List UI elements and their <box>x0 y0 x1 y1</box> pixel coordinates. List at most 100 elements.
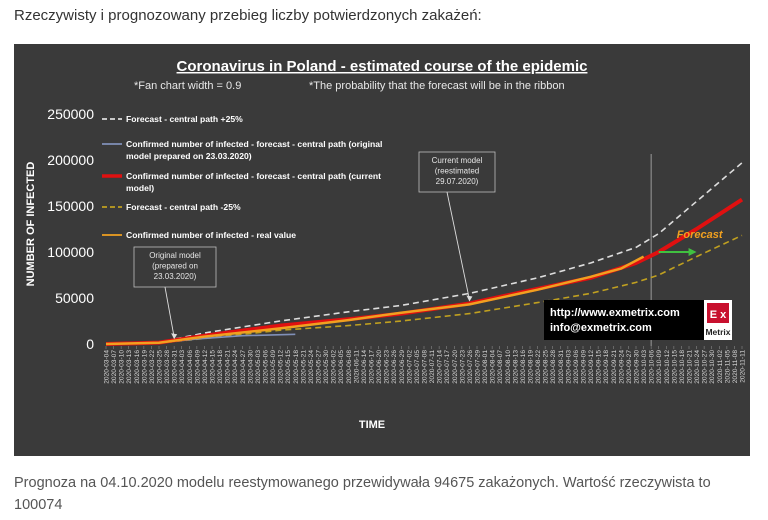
x-tick-label: 2020-03-19 <box>141 350 148 384</box>
x-tick-label: 2020-04-03 <box>179 350 186 384</box>
x-tick-label: 2020-08-28 <box>550 350 557 384</box>
x-tick-label: 2020-06-26 <box>391 350 398 384</box>
x-tick-label: 2020-04-27 <box>240 350 247 384</box>
x-tick-label: 2020-03-13 <box>126 350 133 384</box>
chart-figure: Coronavirus in Poland - estimated course… <box>14 44 750 456</box>
watermark-background <box>544 300 704 340</box>
x-tick-label: 2020-03-22 <box>149 350 156 384</box>
y-tick-label: 250000 <box>47 106 94 122</box>
series-line-4 <box>105 234 743 345</box>
annotation-text: (prepared on <box>152 262 198 271</box>
x-tick-label: 2020-05-09 <box>270 350 277 384</box>
x-tick-label: 2020-07-29 <box>475 350 482 384</box>
y-tick-label: 200000 <box>47 152 94 168</box>
watermark-url: http://www.exmetrix.com <box>550 307 680 319</box>
y-axis-label: NUMBER OF INFECTED <box>25 162 37 287</box>
x-tick-label: 2020-11-08 <box>732 350 739 384</box>
x-tick-label: 2020-04-12 <box>202 350 209 384</box>
chart-subtitle-left: *Fan chart width = 0.9 <box>134 80 241 92</box>
x-tick-label: 2020-06-29 <box>399 350 406 384</box>
y-tick-label: 100000 <box>47 244 94 260</box>
x-tick-label: 2020-05-12 <box>278 350 285 384</box>
x-tick-label: 2020-07-08 <box>422 350 429 384</box>
x-tick-label: 2020-10-18 <box>679 350 686 384</box>
x-tick-label: 2020-10-15 <box>671 350 678 384</box>
x-tick-label: 2020-05-18 <box>293 350 300 384</box>
series-line-5 <box>105 255 645 346</box>
x-tick-label: 2020-06-20 <box>376 350 383 384</box>
annotation-pointer <box>446 191 470 300</box>
x-tick-label: 2020-06-08 <box>346 350 353 384</box>
x-tick-label: 2020-06-23 <box>384 350 391 384</box>
annotation-arrowhead <box>466 295 473 302</box>
x-tick-label: 2020-07-17 <box>444 350 451 384</box>
legend-label-3: model) <box>126 183 154 193</box>
x-tick-label: 2020-06-17 <box>369 350 376 384</box>
x-tick-label: 2020-07-14 <box>437 350 444 384</box>
x-tick-label: 2020-05-06 <box>263 350 270 384</box>
x-tick-label: 2020-09-18 <box>603 350 610 384</box>
x-tick-label: 2020-03-25 <box>157 350 164 384</box>
x-tick-label: 2020-08-13 <box>512 350 519 384</box>
x-tick-label: 2020-05-15 <box>285 350 292 384</box>
annotation-box <box>418 151 496 193</box>
x-tick-label: 2020-09-12 <box>588 350 595 384</box>
x-tick-label: 2020-04-24 <box>232 350 239 384</box>
x-tick-label: 2020-10-03 <box>641 350 648 384</box>
x-tick-label: 2020-03-16 <box>134 350 141 384</box>
x-tick-label: 2020-07-11 <box>429 350 436 384</box>
x-tick-label: 2020-09-21 <box>611 350 618 384</box>
chart-subtitle-right: *The probability that the forecast will … <box>309 80 565 92</box>
annotation-text: (reestimated <box>435 167 479 176</box>
chart-title: Coronavirus in Poland - estimated course… <box>177 58 588 75</box>
chart-svg: Coronavirus in Poland - estimated course… <box>25 58 747 431</box>
x-tick-label: 2020-10-21 <box>687 350 694 384</box>
x-tick-label: 2020-05-03 <box>255 350 262 384</box>
x-tick-label: 2020-09-09 <box>581 350 588 384</box>
exmetrix-logo-mark <box>707 303 729 323</box>
x-tick-label: 2020-11-05 <box>724 350 731 384</box>
x-tick-label: 2020-09-30 <box>634 350 641 384</box>
intro-text: Rzeczywisty i prognozowany przebieg licz… <box>14 7 482 24</box>
footer-text: Prognoza na 04.10.2020 modelu reestymowa… <box>14 475 711 513</box>
x-axis-label: TIME <box>359 419 385 431</box>
x-tick-label: 2020-04-21 <box>225 350 232 384</box>
annotation-text: 29.07.2020) <box>436 177 479 186</box>
x-tick-label: 2020-10-06 <box>649 350 656 384</box>
x-tick-label: 2020-10-12 <box>664 350 671 384</box>
x-tick-label: 2020-10-27 <box>702 350 709 384</box>
legend-label-2: Confirmed number of infected - forecast … <box>126 139 382 149</box>
x-tick-label: 2020-11-11 <box>740 350 747 383</box>
x-tick-label: 2020-07-05 <box>414 350 421 384</box>
x-tick-label: 2020-05-30 <box>323 350 330 384</box>
x-tick-label: 2020-05-24 <box>308 350 315 384</box>
legend-label-3: Confirmed number of infected - forecast … <box>126 171 381 181</box>
x-tick-label: 2020-09-27 <box>626 350 633 384</box>
x-tick-label: 2020-07-26 <box>467 350 474 384</box>
annotation-text: Current model <box>432 156 483 165</box>
x-tick-label: 2020-10-30 <box>709 350 716 384</box>
watermark-email: info@exmetrix.com <box>550 322 652 334</box>
exmetrix-logo-letters: E x <box>710 309 727 321</box>
x-tick-label: 2020-05-21 <box>300 350 307 384</box>
x-tick-label: 2020-05-27 <box>316 350 323 384</box>
x-tick-label: 2020-09-03 <box>565 350 572 384</box>
x-tick-label: 2020-10-24 <box>694 350 701 384</box>
exmetrix-logo-word: Metrix <box>705 327 730 337</box>
x-tick-label: 2020-06-11 <box>353 350 360 384</box>
x-tick-label: 2020-08-22 <box>535 350 542 384</box>
x-tick-label: 2020-08-31 <box>558 350 565 384</box>
x-tick-label: 2020-04-30 <box>247 350 254 384</box>
legend-label-2: model prepared on 23.03.2020) <box>126 151 252 161</box>
annotation-text: 23.03.2020) <box>154 272 197 281</box>
x-tick-label: 2020-06-05 <box>338 350 345 384</box>
x-tick-label: 2020-08-16 <box>520 350 527 384</box>
x-tick-label: 2020-04-09 <box>194 350 201 384</box>
annotation-pointer <box>164 286 175 338</box>
annotation-arrowhead <box>171 333 178 340</box>
x-tick-label: 2020-08-07 <box>497 350 504 384</box>
x-tick-label: 2020-04-06 <box>187 350 194 384</box>
x-tick-label: 2020-03-28 <box>164 350 171 384</box>
x-tick-label: 2020-09-06 <box>573 350 580 384</box>
y-tick-label: 0 <box>86 336 94 352</box>
